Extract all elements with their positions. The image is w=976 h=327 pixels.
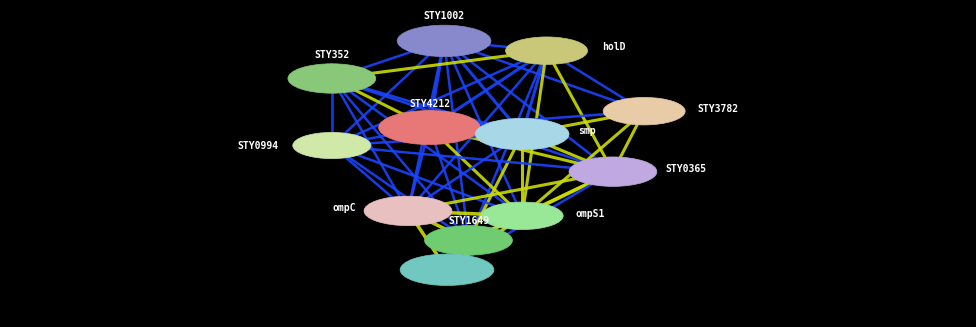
Text: STY0994: STY0994 <box>237 141 278 150</box>
Circle shape <box>603 97 685 125</box>
Circle shape <box>506 37 588 64</box>
Circle shape <box>364 196 452 226</box>
Circle shape <box>425 226 512 255</box>
Text: STY0365: STY0365 <box>666 164 707 174</box>
Text: STY1002: STY1002 <box>424 11 465 21</box>
Circle shape <box>400 254 494 285</box>
Text: ompC: ompC <box>333 203 356 213</box>
Text: smp: smp <box>578 127 595 136</box>
Text: STY1649: STY1649 <box>448 216 489 226</box>
Text: STY352: STY352 <box>314 49 349 60</box>
Circle shape <box>475 118 569 150</box>
Text: ompS1: ompS1 <box>576 209 605 218</box>
Circle shape <box>569 157 657 186</box>
Circle shape <box>397 25 491 57</box>
Circle shape <box>379 111 480 145</box>
Circle shape <box>293 132 371 159</box>
Text: STY3782: STY3782 <box>698 104 739 113</box>
Text: holD: holD <box>602 43 626 52</box>
Circle shape <box>481 202 563 230</box>
Text: STY4212: STY4212 <box>409 98 450 109</box>
Circle shape <box>288 64 376 93</box>
